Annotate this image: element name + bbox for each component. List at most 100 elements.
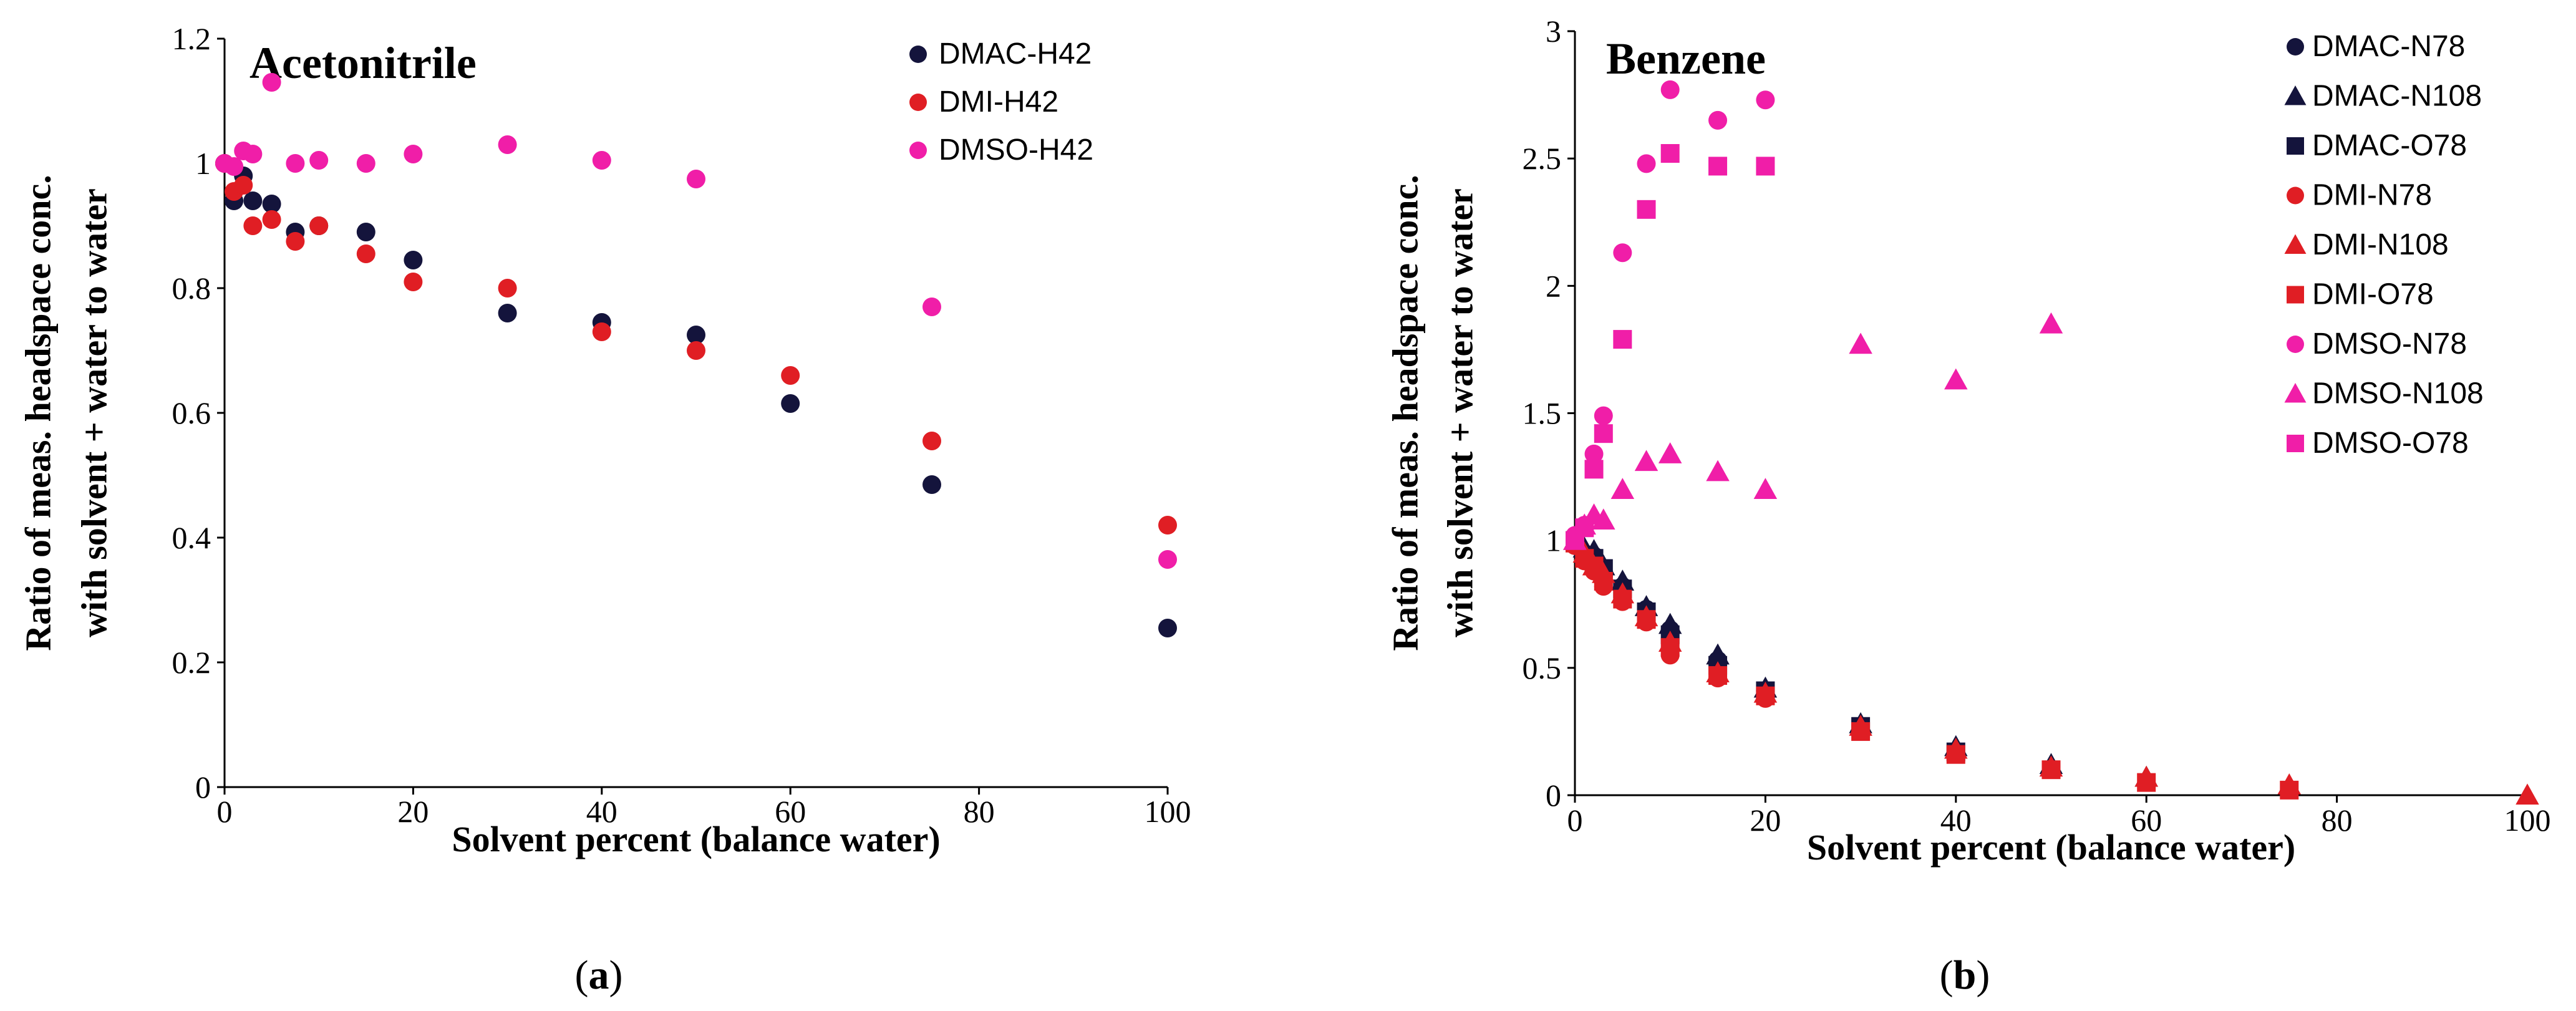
y-tick-label: 0.4: [172, 520, 211, 555]
legend-label: DMSO-N78: [2312, 327, 2467, 360]
series-dmac-n108: [1563, 528, 2158, 787]
legend-marker: [909, 142, 927, 159]
x-tick-label: 0: [1567, 803, 1583, 838]
legend-marker: [2287, 435, 2304, 452]
data-point: [1158, 516, 1177, 535]
y-tick-label: 1.2: [172, 21, 211, 56]
data-point: [243, 191, 263, 210]
legend-label: DMSO-O78: [2312, 427, 2469, 460]
data-point: [1584, 444, 1604, 463]
data-point: [1613, 243, 1632, 263]
data-point: [922, 432, 941, 450]
legend-label: DMAC-N78: [2312, 30, 2465, 63]
data-point: [1575, 518, 1594, 538]
data-point: [1660, 144, 1680, 163]
data-point: [781, 366, 800, 385]
data-point: [592, 322, 611, 341]
legend-label: DMI-H42: [939, 85, 1058, 119]
legend-label: DMAC-H42: [939, 37, 1092, 70]
data-point: [1756, 686, 1775, 705]
y-axis-label-line-2: with solvent + water to water: [1440, 188, 1480, 637]
x-tick-label: 60: [2131, 803, 2162, 838]
caption-a-letter: a: [589, 952, 609, 998]
data-point: [2041, 760, 2061, 780]
data-point: [687, 341, 705, 360]
data-point: [687, 326, 705, 344]
y-tick-label: 2.5: [1523, 141, 1562, 176]
legend-marker: [2284, 383, 2307, 403]
data-point: [922, 475, 941, 494]
data-point: [262, 195, 281, 213]
data-point: [1944, 368, 1968, 390]
caption-b: (b): [1940, 952, 1990, 998]
data-point: [1708, 666, 1728, 685]
data-point: [2515, 783, 2539, 805]
legend-marker: [2284, 85, 2307, 105]
y-axis-label-line-1: Ratio of meas. headspace conc.: [1385, 175, 1425, 651]
y-tick-label: 0.6: [172, 395, 211, 430]
legend-marker: [2287, 38, 2304, 56]
data-point: [1637, 200, 1656, 219]
x-tick-label: 40: [1940, 803, 1972, 838]
data-point: [922, 297, 941, 316]
data-point: [1634, 450, 1658, 472]
data-point: [1594, 406, 1613, 425]
data-point: [356, 154, 375, 173]
data-point: [1851, 722, 1871, 741]
legend-label: DMI-N108: [2312, 228, 2449, 261]
legend-label: DMSO-H42: [939, 133, 1093, 167]
y-axis-label-line-2: with solvent + water to water: [74, 188, 114, 637]
series-dmi-h42: [215, 154, 1177, 535]
y-tick-label: 0: [1546, 778, 1561, 813]
data-point: [1706, 460, 1730, 481]
y-tick-label: 0.8: [172, 271, 211, 306]
data-point: [1753, 478, 1778, 499]
data-point: [1946, 745, 1965, 764]
data-point: [243, 216, 263, 235]
data-point: [1756, 157, 1775, 176]
data-point: [262, 73, 281, 92]
data-point: [2280, 780, 2299, 800]
data-point: [1637, 154, 1656, 173]
y-tick-label: 1.5: [1523, 396, 1562, 431]
legend-marker: [2287, 137, 2304, 155]
y-axis-label-line-1: Ratio of meas. headspace conc.: [17, 175, 58, 651]
legend-marker: [2284, 234, 2307, 254]
series-dmso-h42: [215, 73, 1177, 569]
x-tick-label: 80: [2322, 803, 2353, 838]
y-tick-label: 3: [1546, 14, 1561, 49]
data-point: [1849, 332, 1872, 354]
data-point: [1613, 330, 1632, 349]
y-tick-label: 2: [1546, 268, 1561, 303]
data-point: [1708, 110, 1728, 130]
series-dmso-o78: [1566, 144, 1775, 550]
legend-label: DMI-O78: [2312, 278, 2434, 311]
data-point: [262, 210, 281, 229]
data-point: [309, 216, 329, 235]
data-point: [1660, 638, 1680, 657]
series-dmac-o78: [1566, 531, 1965, 762]
legend-label: DMAC-N108: [2312, 80, 2482, 113]
data-point: [356, 223, 375, 241]
data-point: [1637, 610, 1656, 629]
legend-marker: [2287, 286, 2304, 304]
data-point: [309, 151, 329, 170]
legend-label: DMAC-O78: [2312, 129, 2467, 162]
data-point: [404, 145, 423, 163]
series-dmso-n108: [1563, 312, 2063, 550]
data-point: [1756, 90, 1775, 110]
x-tick-label: 20: [397, 794, 429, 829]
data-point: [1592, 508, 1615, 530]
legend-marker: [909, 46, 927, 63]
chart-title: Benzene: [1606, 34, 1766, 84]
data-point: [498, 135, 517, 154]
x-tick-label: 100: [2504, 803, 2551, 838]
legend-marker: [2287, 336, 2304, 353]
data-point: [2039, 312, 2063, 334]
legend-marker: [2287, 186, 2304, 205]
data-point: [1613, 589, 1632, 609]
legend: DMAC-N78 DMAC-N108 DMAC-O78 DMI-N78 DMI-N108…: [2284, 30, 2484, 460]
data-point: [781, 394, 800, 413]
data-point: [234, 176, 253, 195]
data-point: [1584, 460, 1604, 479]
